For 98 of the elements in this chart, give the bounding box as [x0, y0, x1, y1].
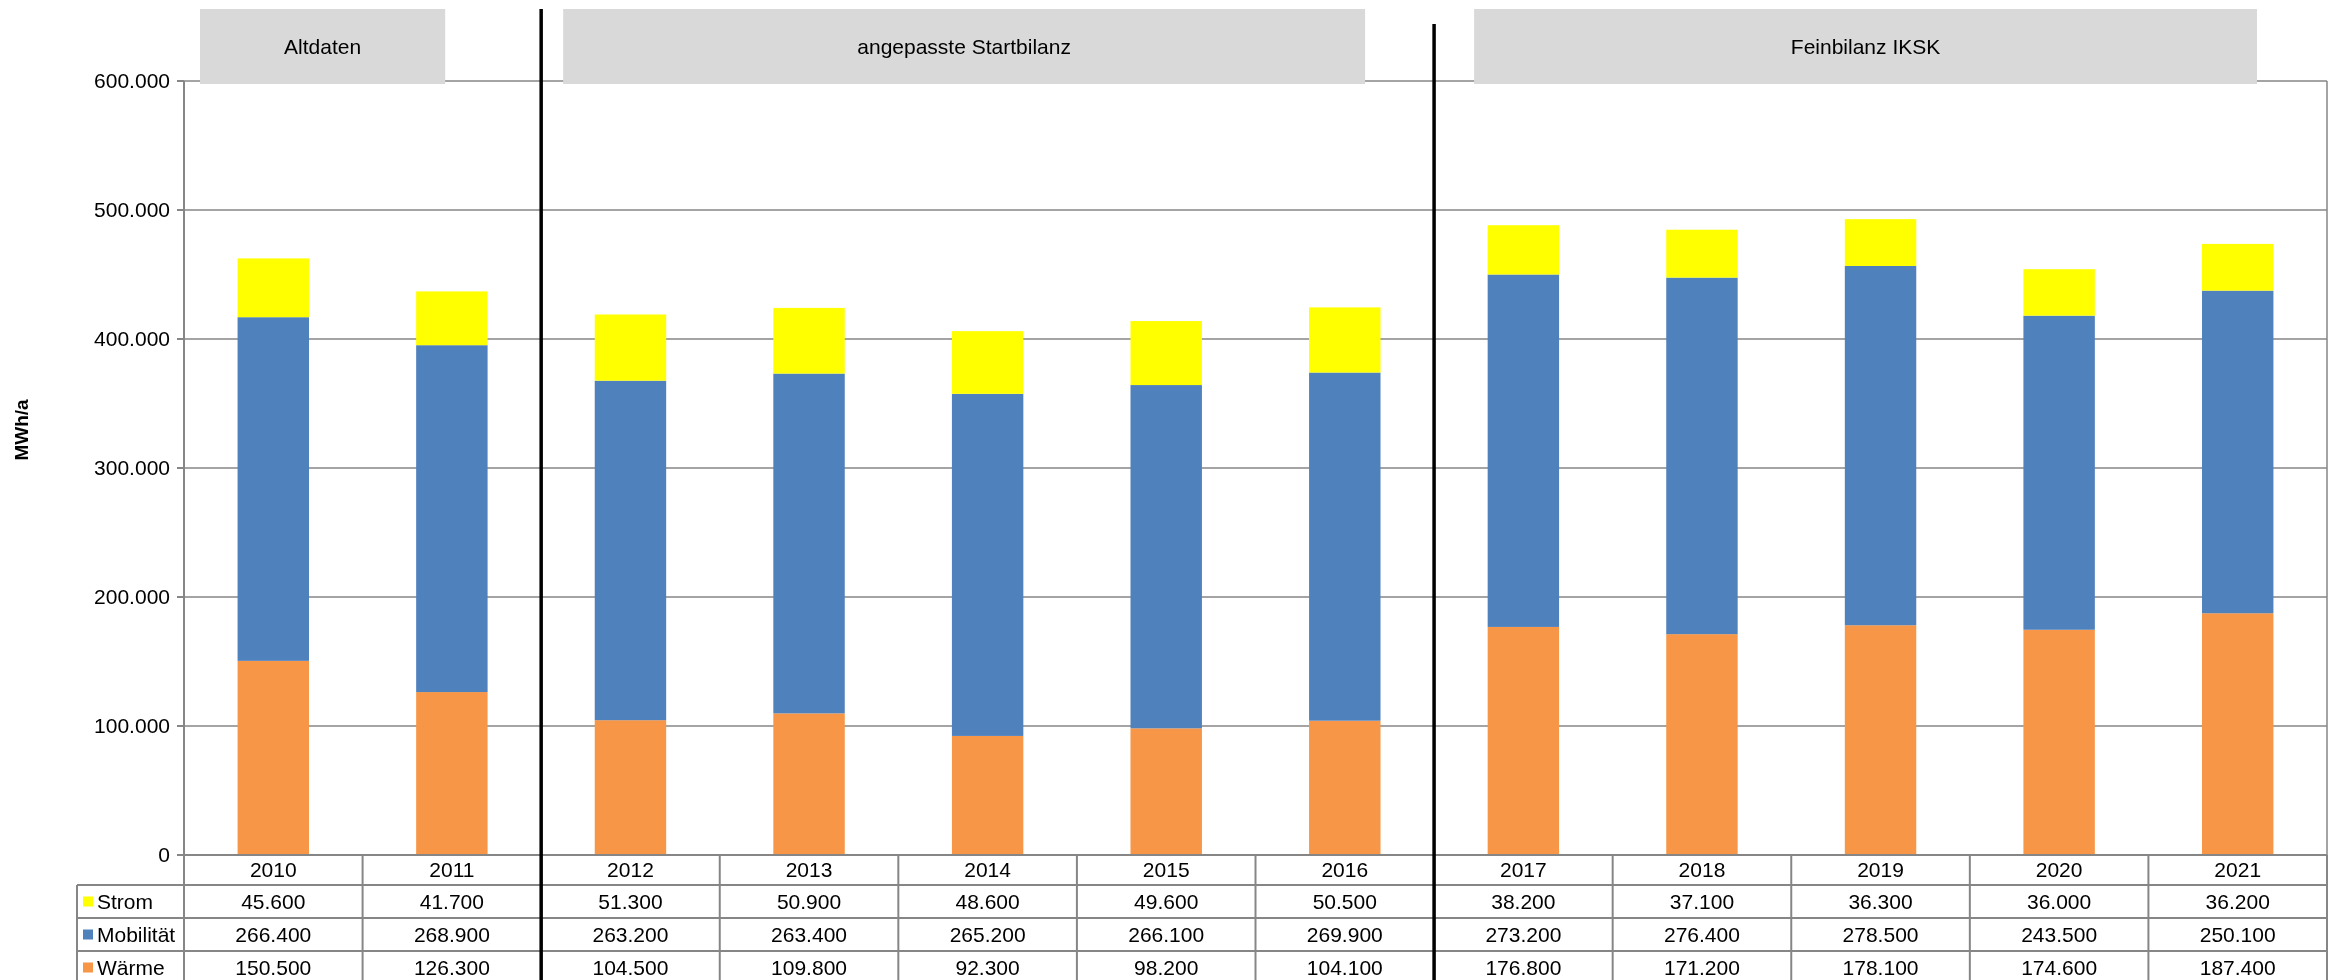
- y-axis-title: MWh/a: [11, 398, 32, 461]
- data-label: 104.100: [1306, 955, 1383, 979]
- bar: [1487, 225, 1560, 275]
- x-tick-label: 2018: [1678, 858, 1726, 882]
- data-label: 176.800: [1485, 955, 1562, 979]
- bar: [2201, 243, 2274, 291]
- text: angepasste Startbilanz: [857, 35, 1071, 59]
- bar: [416, 345, 488, 693]
- bar: [237, 660, 310, 855]
- x-tick-label: 2017: [1500, 858, 1547, 882]
- data-label: 263.200: [592, 922, 669, 946]
- bar: [773, 713, 845, 855]
- data-label: 48.600: [955, 889, 1020, 913]
- bar: [2023, 315, 2095, 630]
- data-label: 268.900: [413, 922, 490, 946]
- data-label: 263.400: [771, 922, 847, 946]
- bar: [1487, 626, 1560, 855]
- bar: [1309, 720, 1381, 855]
- bar: [1844, 265, 1917, 626]
- bar: [951, 331, 1024, 394]
- x-tick-label: 2019: [1857, 858, 1904, 882]
- data-label: 36.300: [1848, 889, 1913, 913]
- data-label: 250.100: [2199, 922, 2276, 946]
- bar: [1309, 307, 1381, 373]
- x-tick-label: 2012: [607, 858, 654, 882]
- bar: [773, 373, 845, 714]
- data-label: 36.000: [2027, 889, 2092, 913]
- data-label: 49.600: [1134, 889, 1199, 913]
- data-label: 187.400: [2199, 955, 2276, 979]
- data-label: 36.200: [2205, 889, 2270, 913]
- data-label: 174.600: [2021, 955, 2098, 979]
- data-label: 273.200: [1485, 922, 1562, 946]
- data-label: 51.300: [598, 889, 663, 913]
- bar: [951, 393, 1024, 736]
- bar: [1666, 229, 1738, 278]
- x-tick-label: 2021: [2214, 858, 2262, 882]
- data-label: 104.500: [592, 955, 669, 979]
- bar: [594, 380, 667, 721]
- data-label: 266.100: [1128, 922, 1205, 946]
- x-tick-label: 2011: [429, 858, 475, 882]
- bar: [2023, 629, 2095, 855]
- bar: [1666, 634, 1738, 855]
- text: Feinbilanz IKSK: [1790, 35, 1941, 59]
- data-label: 171.200: [1664, 955, 1740, 979]
- bar: [1130, 385, 1202, 729]
- data-label: 98.200: [1134, 955, 1199, 979]
- y-tick-label: 100.000: [94, 714, 170, 738]
- y-tick-label: 400.000: [94, 327, 170, 351]
- bar: [416, 692, 488, 855]
- bar: [416, 291, 488, 346]
- x-tick-label: 2020: [2035, 858, 2083, 882]
- data-label: 278.500: [1842, 922, 1919, 946]
- x-tick-label: 2010: [249, 858, 297, 882]
- data-label: 178.100: [1842, 955, 1919, 979]
- data-label: 150.500: [235, 955, 312, 979]
- x-tick-label: 2016: [1321, 858, 1369, 882]
- data-label: 265.200: [949, 922, 1026, 946]
- data-label: 92.300: [955, 955, 1020, 979]
- text: Altdaten: [284, 35, 362, 59]
- data-label: 50.900: [776, 889, 842, 913]
- y-tick-label: 200.000: [94, 585, 170, 609]
- bar: [773, 307, 845, 374]
- bar: [951, 735, 1024, 855]
- bar: [1844, 625, 1917, 855]
- bar: [594, 314, 667, 381]
- bar: [237, 258, 310, 318]
- x-tick-label: 2013: [785, 858, 833, 882]
- data-label: 37.100: [1669, 889, 1735, 913]
- data-label: 276.400: [1664, 922, 1740, 946]
- y-tick-label: 300.000: [94, 456, 170, 480]
- data-label: 45.600: [241, 889, 306, 913]
- bar: [594, 720, 667, 855]
- data-label: 50.500: [1312, 889, 1377, 913]
- y-tick-label: 500.000: [94, 198, 170, 222]
- bar: [1130, 321, 1202, 386]
- y-tick-label: 0: [158, 843, 170, 867]
- bar: [1309, 372, 1381, 721]
- bar: [1666, 277, 1738, 635]
- data-label: 109.800: [771, 955, 847, 979]
- data-label: 266.400: [235, 922, 312, 946]
- y-tick-label: 600.000: [94, 69, 170, 93]
- legend-label: Wärme: [97, 955, 165, 979]
- data-label: 41.700: [419, 889, 484, 913]
- legend-label: Mobilität: [97, 922, 176, 946]
- data-label: 269.900: [1306, 922, 1383, 946]
- bar: [2201, 290, 2274, 614]
- bar: [2023, 269, 2095, 316]
- x-tick-label: 2015: [1142, 858, 1190, 882]
- bar: [237, 317, 310, 661]
- bar: [1130, 728, 1202, 855]
- data-label: 243.500: [2021, 922, 2098, 946]
- data-label: 126.300: [413, 955, 490, 979]
- bar: [2201, 613, 2274, 855]
- bar: [1487, 274, 1560, 627]
- x-tick-label: 2014: [964, 858, 1012, 882]
- bar: [1844, 219, 1917, 266]
- legend-label: Strom: [97, 889, 154, 913]
- data-label: 38.200: [1491, 889, 1556, 913]
